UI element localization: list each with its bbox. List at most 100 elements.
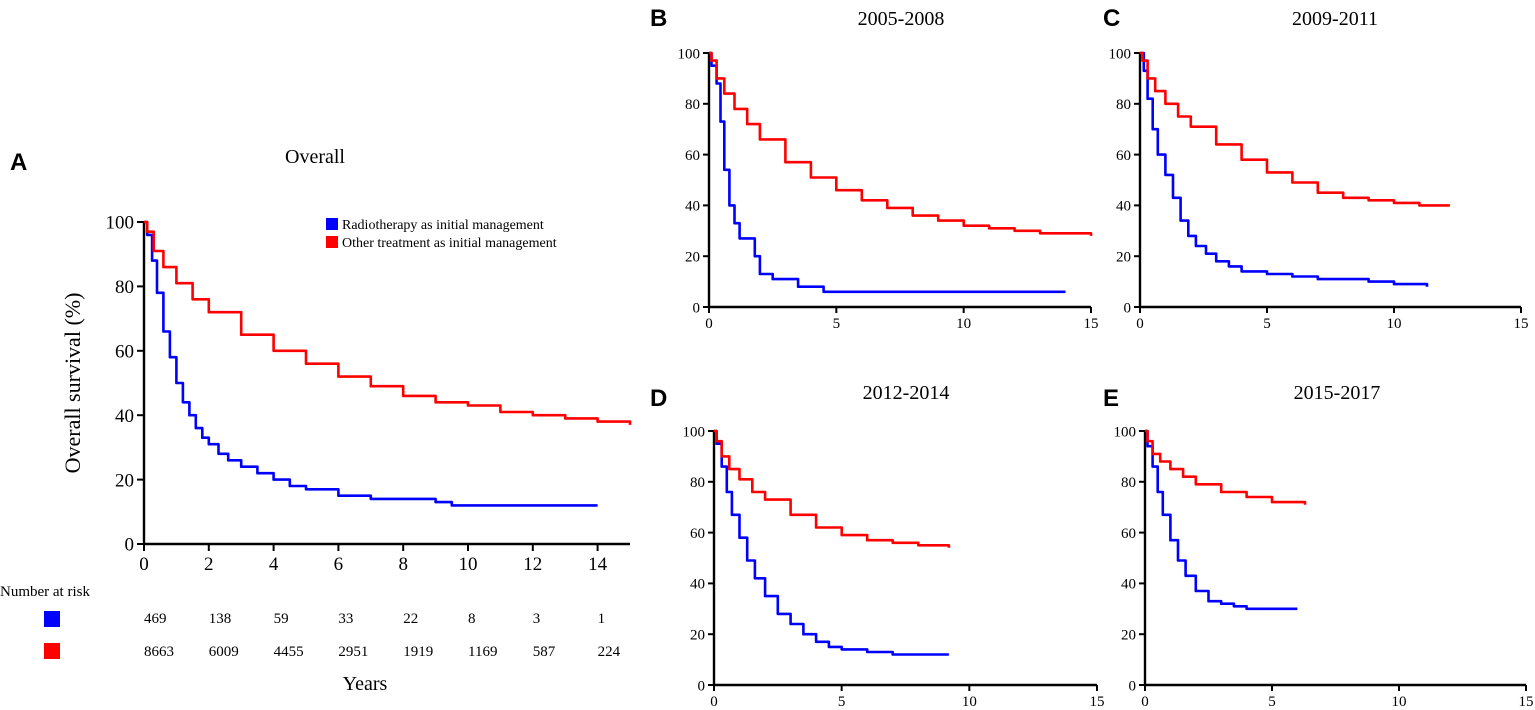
risk-value-radiotherapy: 59 — [274, 611, 289, 627]
risk-value-radiotherapy: 33 — [338, 611, 353, 627]
risk-value-other: 224 — [598, 644, 621, 660]
risk-value-radiotherapy: 138 — [209, 611, 232, 627]
panel-c-x-tick-label: 5 — [1263, 316, 1271, 332]
panel-e-x-tick-label: 15 — [1519, 694, 1534, 710]
panel-d-letter: D — [650, 385, 667, 412]
legend-label-radiotherapy: Radiotherapy as initial management — [342, 218, 544, 233]
panel-c-y-tick-label: 0 — [1124, 300, 1132, 316]
panel-b-curve-other — [709, 51, 1093, 236]
panel-e-curve-radiotherapy — [1145, 429, 1298, 611]
panel-e-y-tick-label: 80 — [1121, 475, 1136, 491]
panel-b-curve-radiotherapy — [709, 51, 1066, 294]
legend-label-other: Other treatment as initial management — [342, 236, 557, 251]
panel-c-x-tick-label: 10 — [1387, 316, 1402, 332]
panel-c-curve-other — [1140, 51, 1450, 207]
panel-a-x-tick-label: 14 — [588, 554, 608, 575]
risk-swatch-other — [44, 643, 60, 659]
risk-value-radiotherapy: 3 — [533, 611, 541, 627]
risk-value-other: 4455 — [274, 644, 304, 660]
panel-e-x-tick-label: 0 — [1141, 694, 1149, 710]
panel-c: C 2009-2011 — [1103, 5, 1378, 32]
panel-a-plot: 0 20 40 60 80 100 0 2 4 6 8 10 12 14 — [106, 213, 632, 575]
risk-table-cells: 469 138 59 33 22 8 3 1 8663 6009 4455 2951 1919 1169 5… — [144, 611, 621, 660]
panel-d-y-tick-label: 0 — [698, 678, 706, 694]
panel-a-x-axis-label: Years — [343, 673, 388, 695]
risk-table: Number at risk 469 138 59 33 22 8 3 1 8663 6009 44… — [0, 584, 621, 660]
panel-b-x-tick-label: 10 — [956, 316, 971, 332]
panel-a-y-tick-label: 0 — [125, 535, 135, 556]
panel-d-x-tick-label: 15 — [1090, 694, 1105, 710]
panel-a-title: Overall — [285, 146, 345, 168]
panel-d-y-tick-label: 60 — [690, 526, 705, 542]
panel-e-y-tick-label: 20 — [1121, 627, 1136, 643]
panel-b-x-tick-label: 5 — [833, 316, 841, 332]
panel-e-plot: 0 20 40 60 80 100 0 5 10 15 — [1114, 424, 1534, 710]
panel-b-x-tick-label: 15 — [1084, 316, 1099, 332]
panel-d-y-tick-label: 80 — [690, 475, 705, 491]
panel-a-curve-radiotherapy — [144, 220, 598, 507]
panel-d-curve-radiotherapy — [714, 429, 949, 656]
panel-a-curve-other — [144, 220, 632, 425]
panel-b-y-tick-label: 20 — [685, 249, 700, 265]
risk-value-radiotherapy: 469 — [144, 611, 167, 627]
panel-d-x-tick-label: 0 — [710, 694, 718, 710]
panel-d-plot: 0 20 40 60 80 100 0 5 10 15 — [683, 424, 1105, 710]
risk-swatch-radiotherapy — [44, 611, 60, 627]
panel-a-y-tick-label: 60 — [115, 341, 134, 362]
panel-c-letter: C — [1103, 5, 1120, 32]
panel-b: B 2005-2008 — [650, 5, 944, 32]
panel-d-x-tick-label: 5 — [838, 694, 846, 710]
legend-swatch-radiotherapy — [326, 218, 338, 230]
panel-d: D 2012-2014 — [650, 382, 949, 412]
legend-swatch-other — [326, 236, 338, 248]
panel-b-title: 2005-2008 — [858, 8, 945, 30]
risk-value-radiotherapy: 1 — [598, 611, 606, 627]
panel-b-y-tick-label: 60 — [685, 148, 700, 164]
panel-a-letter: A — [10, 149, 27, 176]
risk-value-other: 6009 — [209, 644, 239, 660]
panel-b-y-tick-label: 100 — [678, 46, 701, 62]
panel-d-title: 2012-2014 — [863, 382, 950, 404]
panel-c-y-tick-label: 100 — [1109, 46, 1132, 62]
panel-e-y-tick-label: 0 — [1129, 678, 1137, 694]
panel-c-y-tick-label: 20 — [1116, 249, 1131, 265]
panel-c-title: 2009-2011 — [1292, 8, 1378, 30]
panel-c-x-tick-label: 0 — [1136, 316, 1144, 332]
panel-c-plot: 0 20 40 60 80 100 0 5 10 15 — [1109, 46, 1529, 332]
panel-a-x-tick-label: 8 — [398, 554, 408, 575]
panel-e-curve-other — [1145, 429, 1307, 505]
panel-e-x-tick-label: 5 — [1268, 694, 1276, 710]
panel-b-x-tick-label: 0 — [705, 316, 713, 332]
panel-c-y-tick-label: 40 — [1116, 199, 1131, 215]
panel-d-y-tick-label: 100 — [683, 424, 706, 440]
panel-e-y-tick-label: 40 — [1121, 577, 1136, 593]
risk-value-radiotherapy: 22 — [403, 611, 418, 627]
panel-e-x-tick-label: 10 — [1392, 694, 1407, 710]
panel-a-y-tick-label: 100 — [106, 213, 135, 234]
panel-d-x-tick-label: 10 — [962, 694, 977, 710]
panel-b-letter: B — [650, 5, 667, 32]
panel-b-y-tick-label: 80 — [685, 97, 700, 113]
panel-a-x-tick-label: 4 — [269, 554, 279, 575]
risk-table-title: Number at risk — [0, 584, 90, 600]
panel-a-x-tick-label: 0 — [139, 554, 149, 575]
panel-a-y-axis-label: Overall survival (%) — [60, 293, 85, 474]
panel-b-plot: 0 20 40 60 80 100 0 5 10 15 — [678, 46, 1099, 332]
risk-value-other: 1169 — [468, 644, 497, 660]
risk-value-other: 8663 — [144, 644, 174, 660]
panel-e-title: 2015-2017 — [1294, 382, 1381, 404]
panel-c-curve-radiotherapy — [1140, 51, 1429, 287]
panel-a-y-tick-label: 80 — [115, 277, 134, 298]
risk-value-other: 1919 — [403, 644, 433, 660]
panel-d-y-tick-label: 40 — [690, 577, 705, 593]
panel-a-x-tick-label: 2 — [204, 554, 214, 575]
panel-a-y-tick-label: 20 — [115, 470, 134, 491]
panel-a-x-tick-label: 12 — [523, 554, 542, 575]
panel-a-x-tick-label: 10 — [459, 554, 478, 575]
risk-value-radiotherapy: 8 — [468, 611, 476, 627]
panel-c-x-tick-label: 15 — [1514, 316, 1529, 332]
panel-e-letter: E — [1103, 385, 1119, 412]
risk-value-other: 2951 — [338, 644, 368, 660]
risk-value-other: 587 — [533, 644, 556, 660]
